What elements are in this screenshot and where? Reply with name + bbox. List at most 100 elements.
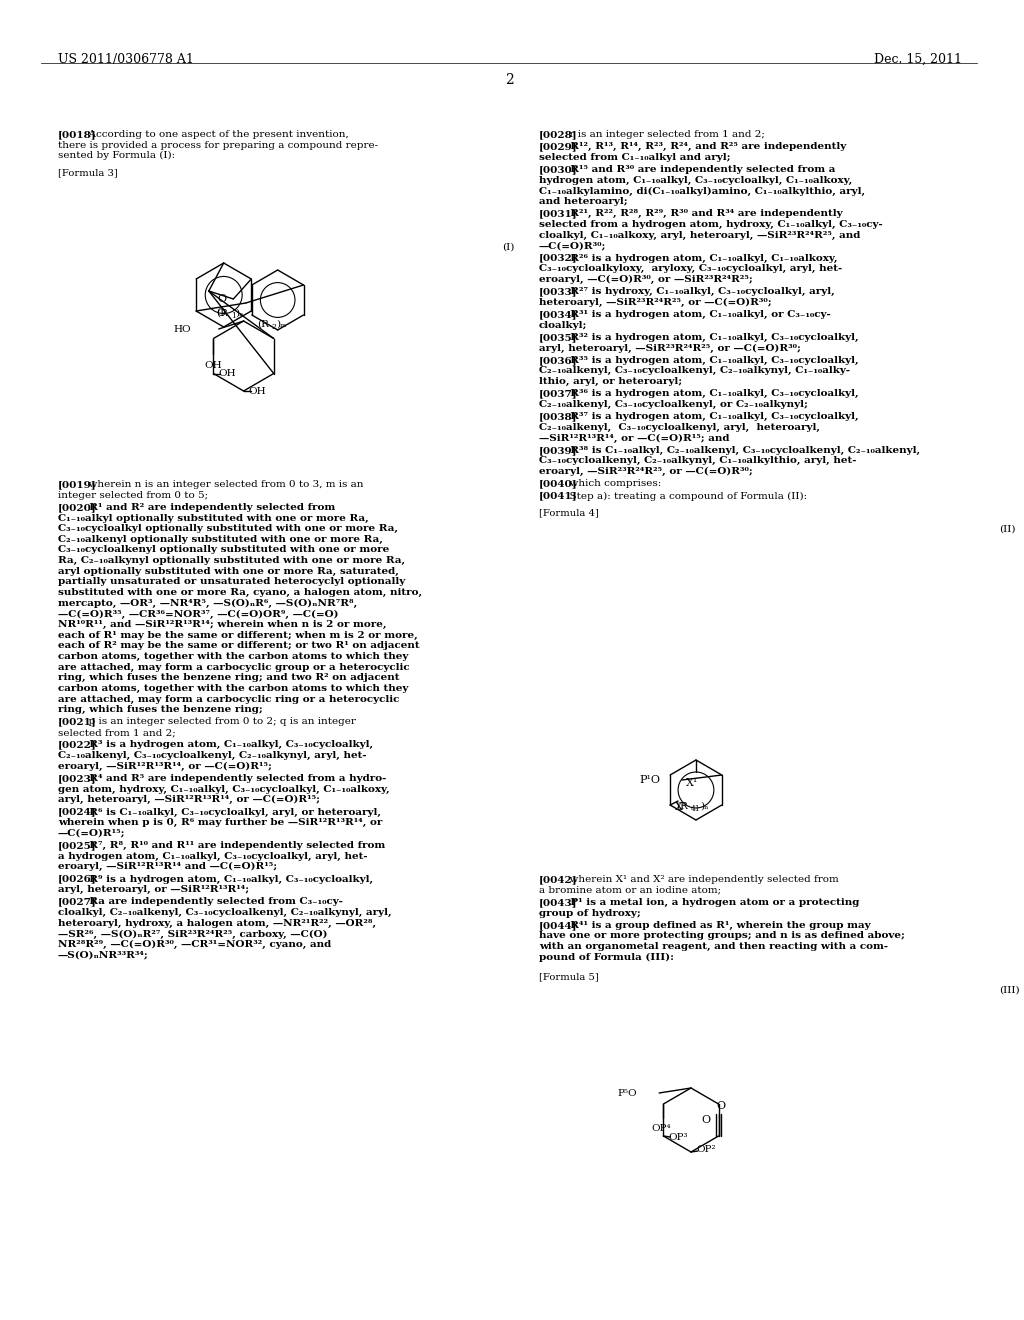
Text: R³² is a hydrogen atom, C₁₋₁₀alkyl, C₃₋₁₀cycloalkyl,: R³² is a hydrogen atom, C₁₋₁₀alkyl, C₃₋₁… [563, 333, 859, 342]
Text: [0024]: [0024] [57, 808, 96, 817]
Text: R¹ and R² are independently selected from: R¹ and R² are independently selected fro… [82, 503, 335, 512]
Text: —SR²⁶, —S(O)ₙR²⁷, SiR²³R²⁴R²⁵, carboxy, —C(O): —SR²⁶, —S(O)ₙR²⁷, SiR²³R²⁴R²⁵, carboxy, … [57, 929, 327, 939]
Text: ring, which fuses the benzene ring;: ring, which fuses the benzene ring; [57, 705, 262, 714]
Text: selected from 1 and 2;: selected from 1 and 2; [57, 729, 175, 737]
Text: mercapto, —OR³, —NR⁴R⁵, —S(O)ₙR⁶, —S(O)ₙNR⁷R⁸,: mercapto, —OR³, —NR⁴R⁵, —S(O)ₙR⁶, —S(O)ₙ… [57, 599, 357, 609]
Text: which comprises:: which comprises: [563, 479, 662, 488]
Text: Ra are independently selected from C₃₋₁₀cy-: Ra are independently selected from C₃₋₁₀… [82, 898, 343, 907]
Text: [0018]: [0018] [57, 129, 96, 139]
Text: [0028]: [0028] [539, 129, 578, 139]
Text: substituted with one or more Ra, cyano, a halogen atom, nitro,: substituted with one or more Ra, cyano, … [57, 589, 422, 597]
Text: —S(O)ₙNR³³R³⁴;: —S(O)ₙNR³³R³⁴; [57, 950, 148, 960]
Text: C₂₋₁₀alkenyl, C₃₋₁₀cycloalkenyl, C₂₋₁₀alkynyl, C₁₋₁₀alky-: C₂₋₁₀alkenyl, C₃₋₁₀cycloalkenyl, C₂₋₁₀al… [539, 367, 850, 375]
Text: C₂₋₁₀alkenyl optionally substituted with one or more Ra,: C₂₋₁₀alkenyl optionally substituted with… [57, 535, 383, 544]
Text: aryl, heteroaryl, —SiR²³R²⁴R²⁵, or —C(=O)R³⁰;: aryl, heteroaryl, —SiR²³R²⁴R²⁵, or —C(=O… [539, 343, 801, 352]
Text: HO: HO [173, 325, 190, 334]
Text: selected from a hydrogen atom, hydroxy, C₁₋₁₀alkyl, C₃₋₁₀cy-: selected from a hydrogen atom, hydroxy, … [539, 220, 883, 228]
Text: 1: 1 [230, 312, 236, 319]
Text: integer selected from 0 to 5;: integer selected from 0 to 5; [57, 491, 208, 500]
Text: heteroaryl, hydroxy, a halogen atom, —NR²¹R²², —OR²⁸,: heteroaryl, hydroxy, a halogen atom, —NR… [57, 919, 376, 928]
Text: C₂₋₁₀alkenyl, C₃₋₁₀cycloalkenyl, C₂₋₁₀alkynyl, aryl, het-: C₂₋₁₀alkenyl, C₃₋₁₀cycloalkenyl, C₂₋₁₀al… [57, 751, 367, 760]
Text: aryl, heteroaryl, or —SiR¹²R¹³R¹⁴;: aryl, heteroaryl, or —SiR¹²R¹³R¹⁴; [57, 886, 249, 894]
Text: each of R² may be the same or different; or two R¹ on adjacent: each of R² may be the same or different;… [57, 642, 419, 651]
Text: Step a): treating a compound of Formula (II):: Step a): treating a compound of Formula … [563, 491, 807, 500]
Text: [0030]: [0030] [539, 165, 578, 174]
Text: eroaryl, —SiR¹²R¹³R¹⁴ and —C(=O)R¹⁵;: eroaryl, —SiR¹²R¹³R¹⁴ and —C(=O)R¹⁵; [57, 862, 276, 871]
Text: —C(=O)R³⁵, —CR³⁶=NOR³⁷, —C(=O)OR⁹, —C(=O): —C(=O)R³⁵, —CR³⁶=NOR³⁷, —C(=O)OR⁹, —C(=O… [57, 610, 338, 619]
Text: group of hydroxy;: group of hydroxy; [539, 908, 641, 917]
Text: C₃₋₁₀cycloalkyloxy,  aryloxy, C₃₋₁₀cycloalkyl, aryl, het-: C₃₋₁₀cycloalkyloxy, aryloxy, C₃₋₁₀cycloa… [539, 264, 842, 273]
Text: wherein n is an integer selected from 0 to 3, m is an: wherein n is an integer selected from 0 … [82, 480, 364, 488]
Text: [0025]: [0025] [57, 841, 96, 850]
Text: aryl optionally substituted with one or more Ra, saturated,: aryl optionally substituted with one or … [57, 566, 398, 576]
Text: According to one aspect of the present invention,: According to one aspect of the present i… [82, 129, 348, 139]
Text: O: O [716, 1101, 725, 1111]
Text: C₃₋₁₀cycloalkyl optionally substituted with one or more Ra,: C₃₋₁₀cycloalkyl optionally substituted w… [57, 524, 397, 533]
Text: R²⁷ is hydroxy, C₁₋₁₀alkyl, C₃₋₁₀cycloalkyl, aryl,: R²⁷ is hydroxy, C₁₋₁₀alkyl, C₃₋₁₀cycloal… [563, 286, 835, 296]
Text: )ₙ: )ₙ [700, 803, 709, 810]
Text: [0021]: [0021] [57, 718, 96, 726]
Text: X²: X² [675, 803, 687, 812]
Text: R³⁵ is a hydrogen atom, C₁₋₁₀alkyl, C₃₋₁₀cycloalkyl,: R³⁵ is a hydrogen atom, C₁₋₁₀alkyl, C₃₋₁… [563, 356, 859, 364]
Text: eroaryl, —C(=O)R³⁰, or —SiR²³R²⁴R²⁵;: eroaryl, —C(=O)R³⁰, or —SiR²³R²⁴R²⁵; [539, 275, 753, 284]
Text: partially unsaturated or unsaturated heterocyclyl optionally: partially unsaturated or unsaturated het… [57, 577, 404, 586]
Text: and heteroaryl;: and heteroaryl; [539, 197, 628, 206]
Text: eroaryl, —SiR²³R²⁴R²⁵, or —C(=O)R³⁰;: eroaryl, —SiR²³R²⁴R²⁵, or —C(=O)R³⁰; [539, 467, 753, 477]
Text: R⁴¹ is a group defined as R¹, wherein the group may: R⁴¹ is a group defined as R¹, wherein th… [563, 921, 870, 929]
Text: —SiR¹²R¹³R¹⁴, or —C(=O)R¹⁵; and: —SiR¹²R¹³R¹⁴, or —C(=O)R¹⁵; and [539, 433, 729, 442]
Text: [0033]: [0033] [539, 286, 578, 296]
Text: R¹², R¹³, R¹⁴, R²³, R²⁴, and R²⁵ are independently: R¹², R¹³, R¹⁴, R²³, R²⁴, and R²⁵ are ind… [563, 143, 846, 152]
Text: [0035]: [0035] [539, 333, 578, 342]
Text: are attached, may form a carbocyclic group or a heterocyclic: are attached, may form a carbocyclic gro… [57, 663, 410, 672]
Text: )ₙ: )ₙ [236, 309, 244, 318]
Text: have one or more protecting groups; and n is as defined above;: have one or more protecting groups; and … [539, 932, 905, 940]
Text: carbon atoms, together with the carbon atoms to which they: carbon atoms, together with the carbon a… [57, 684, 408, 693]
Text: [0026]: [0026] [57, 875, 96, 883]
Text: [0036]: [0036] [539, 356, 578, 364]
Text: [Formula 5]: [Formula 5] [539, 972, 599, 981]
Text: eroaryl, —SiR¹²R¹³R¹⁴, or —C(=O)R¹⁵;: eroaryl, —SiR¹²R¹³R¹⁴, or —C(=O)R¹⁵; [57, 762, 271, 771]
Text: 2: 2 [271, 323, 276, 331]
Text: each of R¹ may be the same or different; when m is 2 or more,: each of R¹ may be the same or different;… [57, 631, 418, 640]
Text: (R: (R [216, 309, 227, 318]
Text: C₁₋₁₀alkylamino, di(C₁₋₁₀alkyl)amino, C₁₋₁₀alkylthio, aryl,: C₁₋₁₀alkylamino, di(C₁₋₁₀alkyl)amino, C₁… [539, 186, 865, 195]
Text: aryl, heteroaryl, —SiR¹²R¹³R¹⁴, or —C(=O)R¹⁵;: aryl, heteroaryl, —SiR¹²R¹³R¹⁴, or —C(=O… [57, 795, 319, 804]
Text: [0031]: [0031] [539, 210, 578, 218]
Text: r is an integer selected from 1 and 2;: r is an integer selected from 1 and 2; [563, 129, 765, 139]
Text: [0042]: [0042] [539, 875, 578, 884]
Text: C₃₋₁₀cycloalkenyl optionally substituted with one or more: C₃₋₁₀cycloalkenyl optionally substituted… [57, 545, 389, 554]
Text: cloalkyl, C₂₋₁₀alkenyl, C₃₋₁₀cycloalkenyl, C₂₋₁₀alkynyl, aryl,: cloalkyl, C₂₋₁₀alkenyl, C₃₋₁₀cycloalkeny… [57, 908, 391, 917]
Text: R¹⁵ and R³⁰ are independently selected from a: R¹⁵ and R³⁰ are independently selected f… [563, 165, 836, 174]
Text: C₂₋₁₀alkenyl,  C₃₋₁₀cycloalkenyl, aryl,  heteroaryl,: C₂₋₁₀alkenyl, C₃₋₁₀cycloalkenyl, aryl, h… [539, 422, 820, 432]
Text: [0039]: [0039] [539, 446, 578, 455]
Text: are attached, may form a carbocyclic ring or a heterocyclic: are attached, may form a carbocyclic rin… [57, 694, 399, 704]
Text: (R: (R [676, 803, 688, 810]
Text: Ra, C₂₋₁₀alkynyl optionally substituted with one or more Ra,: Ra, C₂₋₁₀alkynyl optionally substituted … [57, 556, 404, 565]
Text: selected from C₁₋₁₀alkyl and aryl;: selected from C₁₋₁₀alkyl and aryl; [539, 153, 730, 162]
Text: R⁴ and R⁵ are independently selected from a hydro-: R⁴ and R⁵ are independently selected fro… [82, 774, 386, 783]
Text: lthio, aryl, or heteroaryl;: lthio, aryl, or heteroaryl; [539, 378, 682, 385]
Text: C₃₋₁₀cycloalkenyl, C₂₋₁₀alkynyl, C₁₋₁₀alkylthio, aryl, het-: C₃₋₁₀cycloalkenyl, C₂₋₁₀alkynyl, C₁₋₁₀al… [539, 457, 856, 466]
Text: [0019]: [0019] [57, 480, 96, 488]
Text: R²⁶ is a hydrogen atom, C₁₋₁₀alkyl, C₁₋₁₀alkoxy,: R²⁶ is a hydrogen atom, C₁₋₁₀alkyl, C₁₋₁… [563, 253, 838, 263]
Text: OP⁴: OP⁴ [651, 1125, 672, 1133]
Text: R³⁶ is a hydrogen atom, C₁₋₁₀alkyl, C₃₋₁₀cycloalkyl,: R³⁶ is a hydrogen atom, C₁₋₁₀alkyl, C₃₋₁… [563, 389, 859, 399]
Text: [0040]: [0040] [539, 479, 578, 488]
Text: (III): (III) [999, 986, 1020, 995]
Text: O: O [217, 294, 226, 304]
Text: hydrogen atom, C₁₋₁₀alkyl, C₃₋₁₀cycloalkyl, C₁₋₁₀alkoxy,: hydrogen atom, C₁₋₁₀alkyl, C₃₋₁₀cycloalk… [539, 176, 852, 185]
Text: R³⁷ is a hydrogen atom, C₁₋₁₀alkyl, C₃₋₁₀cycloalkyl,: R³⁷ is a hydrogen atom, C₁₋₁₀alkyl, C₃₋₁… [563, 412, 859, 421]
Text: a bromine atom or an iodine atom;: a bromine atom or an iodine atom; [539, 886, 721, 895]
Text: sented by Formula (I):: sented by Formula (I): [57, 152, 175, 161]
Text: 2: 2 [505, 73, 513, 87]
Text: [0020]: [0020] [57, 503, 96, 512]
Text: ring, which fuses the benzene ring; and two R² on adjacent: ring, which fuses the benzene ring; and … [57, 673, 399, 682]
Text: (I): (I) [502, 243, 514, 252]
Text: [0029]: [0029] [539, 143, 578, 152]
Text: —C(=O)R¹⁵;: —C(=O)R¹⁵; [57, 829, 125, 838]
Text: gen atom, hydroxy, C₁₋₁₀alkyl, C₃₋₁₀cycloalkyl, C₁₋₁₀alkoxy,: gen atom, hydroxy, C₁₋₁₀alkyl, C₃₋₁₀cycl… [57, 784, 389, 793]
Text: there is provided a process for preparing a compound repre-: there is provided a process for preparin… [57, 141, 378, 149]
Text: [Formula 4]: [Formula 4] [539, 508, 599, 517]
Text: NR²⁸R²⁹, —C(=O)R³⁰, —CR³¹=NOR³², cyano, and: NR²⁸R²⁹, —C(=O)R³⁰, —CR³¹=NOR³², cyano, … [57, 940, 331, 949]
Text: —C(=O)R³⁰;: —C(=O)R³⁰; [539, 242, 606, 251]
